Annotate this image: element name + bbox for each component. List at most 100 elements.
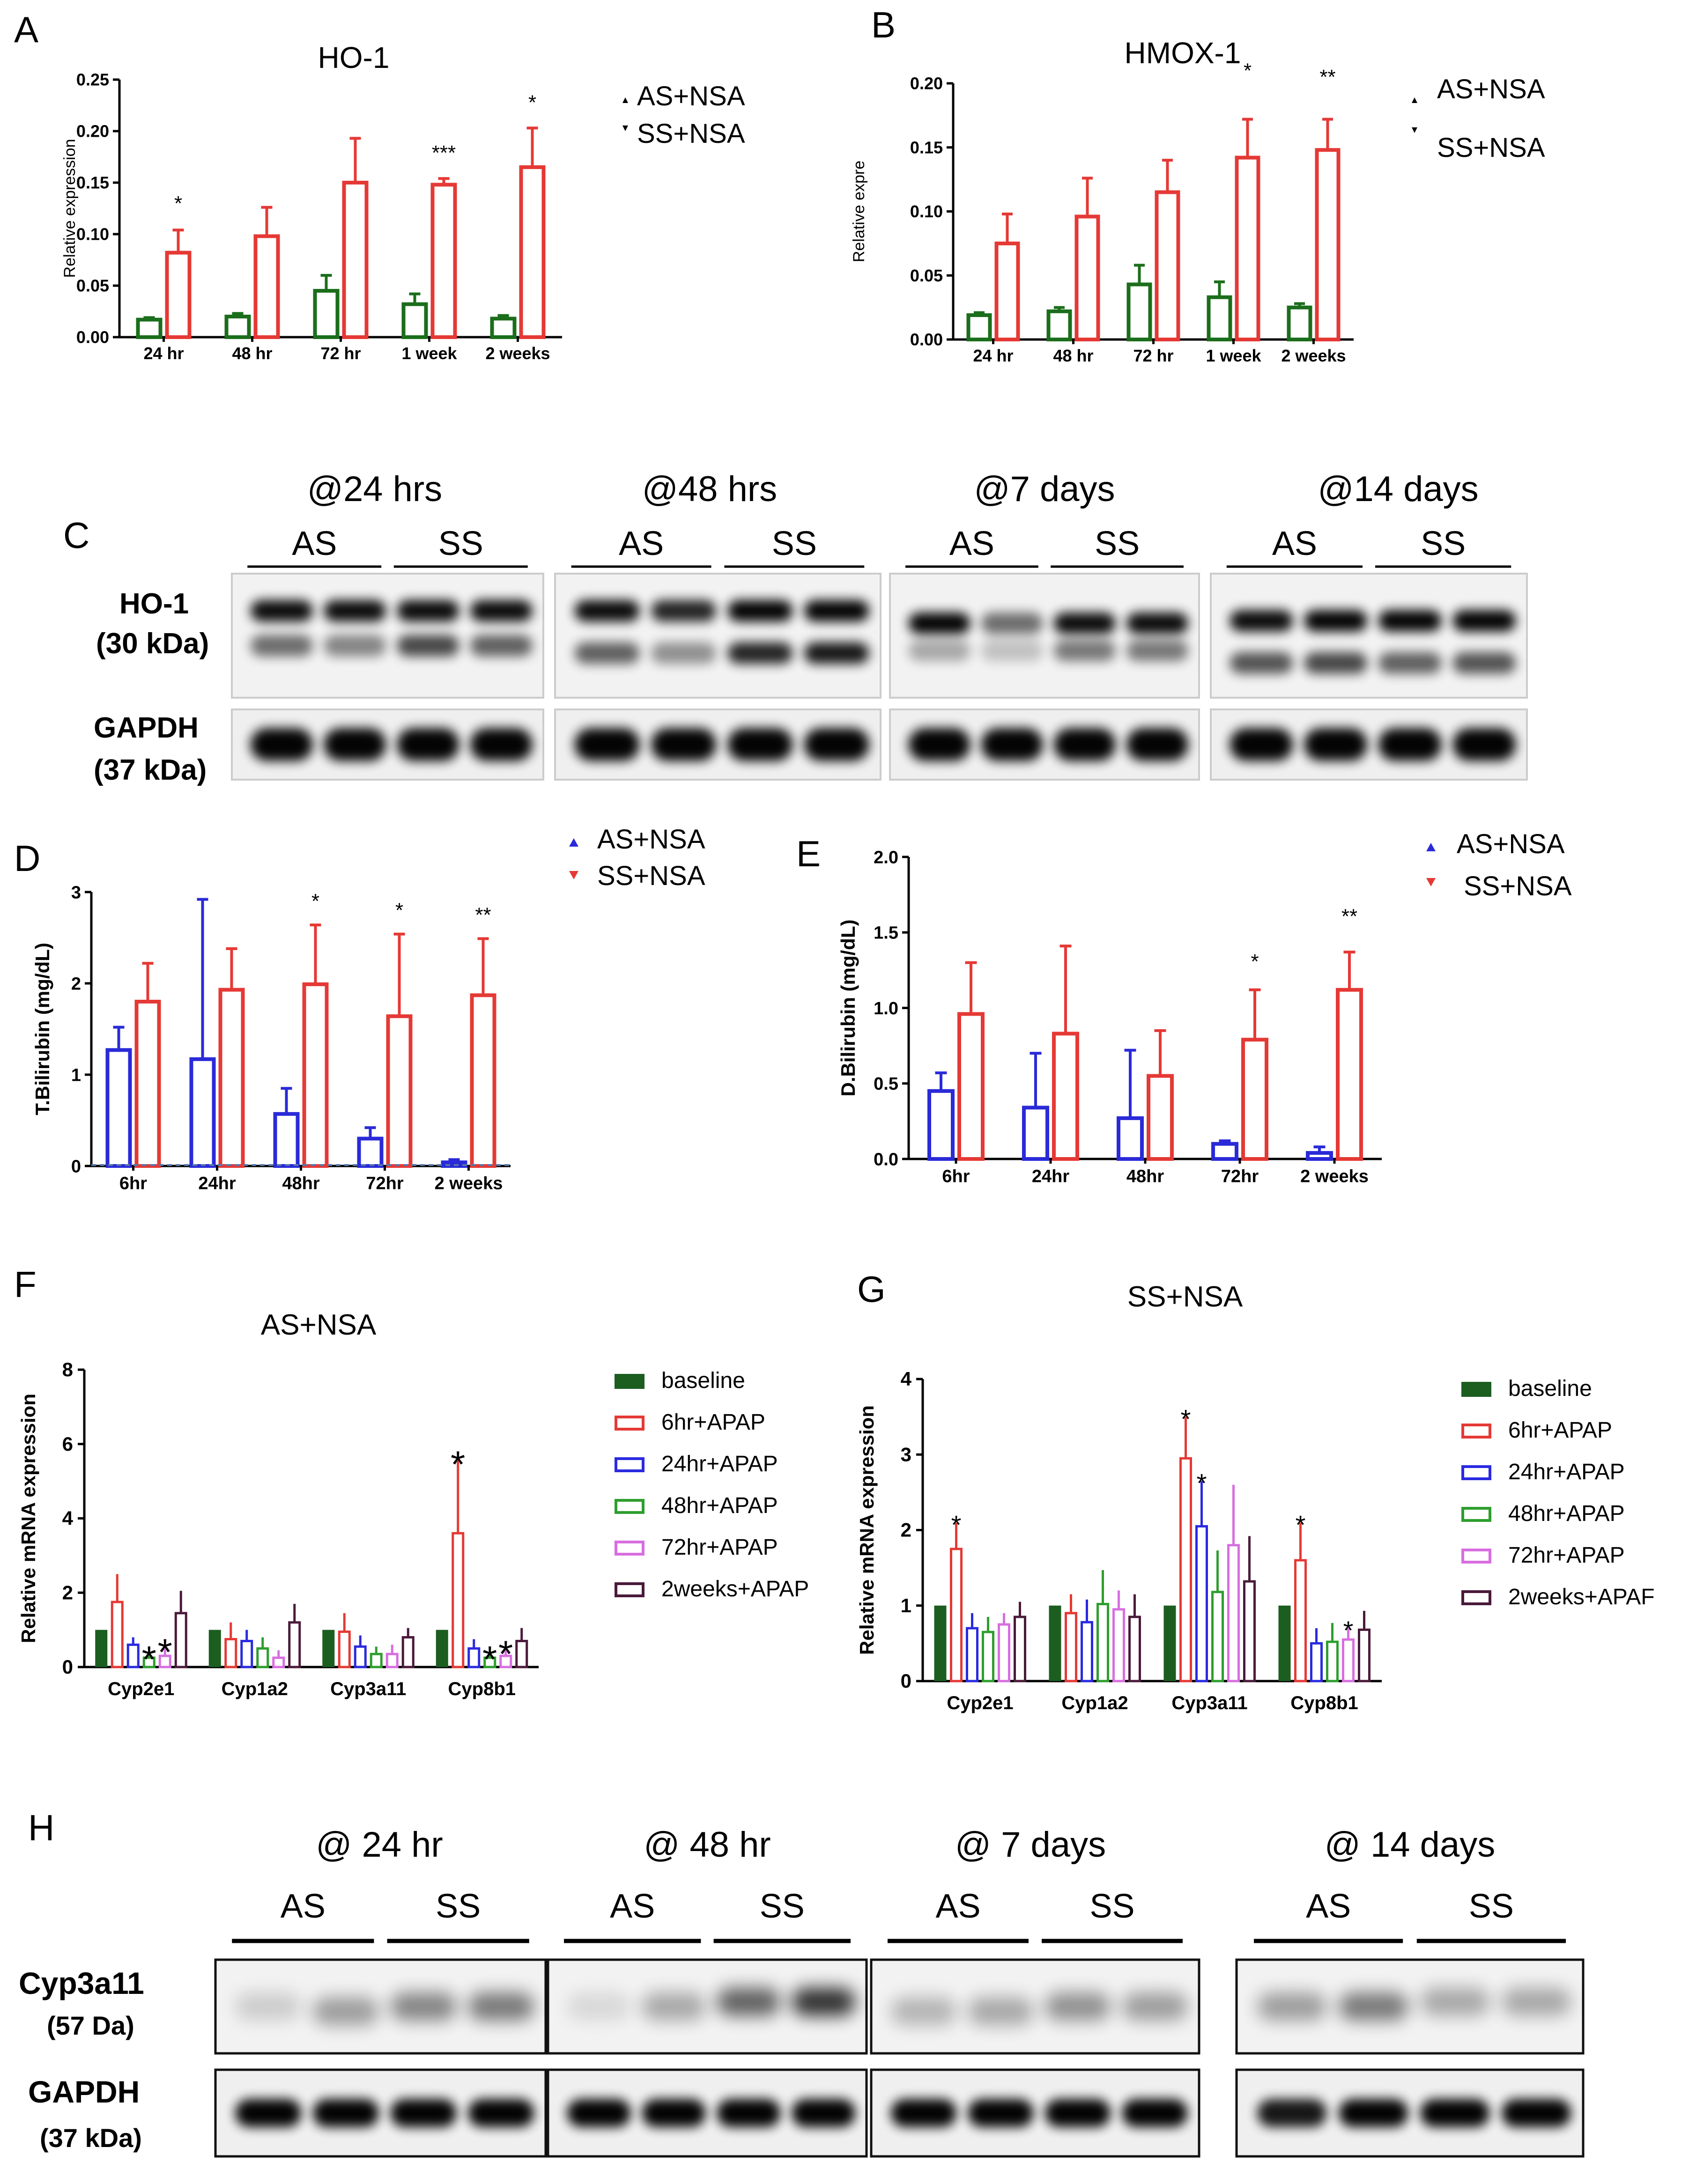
legend-b-ss-marker (1412, 127, 1417, 133)
x-tick-label: Cyp1a2 (222, 1679, 288, 1699)
protein-band (1045, 2099, 1111, 2127)
y-tick-label: 0.00 (910, 330, 943, 349)
y-tick-label: 8 (62, 1358, 73, 1380)
legend-label: 2weeks+APAF (1508, 1585, 1655, 1609)
bar (370, 1653, 383, 1668)
y-tick-label: 0.15 (910, 138, 943, 157)
blot-c-row2-kda: (37 kDa) (94, 754, 207, 786)
bar (490, 317, 517, 339)
protein-band (1502, 1988, 1571, 2016)
panel-label-g: G (857, 1269, 886, 1310)
y-axis-label: T.Bilirubin (mg/dL) (31, 943, 53, 1115)
significance-star: * (1197, 1468, 1207, 1498)
x-tick-label: 48 hr (1053, 346, 1093, 365)
protein-band (1230, 652, 1293, 674)
protein-band (642, 1992, 706, 2021)
bar (927, 1089, 955, 1161)
bar (1049, 1605, 1061, 1681)
protein-band (1452, 728, 1516, 761)
bar (1306, 1151, 1333, 1161)
significance-star: * (158, 1631, 172, 1673)
protein-band (727, 642, 793, 664)
protein-band (390, 2099, 457, 2127)
y-tick-label: 0.15 (76, 173, 109, 192)
protein-band (470, 635, 533, 657)
bar (338, 1631, 351, 1668)
bar (1326, 1640, 1339, 1682)
bar (950, 1548, 963, 1682)
bar (401, 302, 428, 339)
protein-band (1378, 652, 1442, 674)
significance-star: * (395, 899, 403, 922)
bar (1358, 1628, 1370, 1682)
bar (385, 1653, 399, 1668)
y-tick-label: 4 (901, 1368, 912, 1390)
bar (1147, 1074, 1174, 1161)
protein-band (1126, 728, 1188, 761)
protein-band (792, 1988, 856, 2016)
y-tick-label: 6 (62, 1433, 73, 1455)
y-tick-label: 0.00 (76, 328, 109, 347)
bar (288, 1621, 301, 1668)
y-axis-label: Relative mRNA expression (17, 1394, 39, 1643)
bar (322, 1630, 335, 1667)
y-tick-label: 4 (62, 1507, 74, 1529)
bar (1336, 988, 1363, 1161)
protein-band (651, 642, 717, 664)
protein-band (908, 612, 970, 634)
bar (218, 988, 245, 1168)
blot-h-row1-kda: (57 Da) (47, 2011, 134, 2040)
y-tick-label: 0.5 (874, 1074, 898, 1094)
panel-label-a: A (14, 9, 38, 50)
bar (1315, 148, 1341, 341)
significance-star: * (498, 1633, 513, 1675)
bar (302, 982, 329, 1168)
protein-band (1339, 2099, 1408, 2127)
bar (1227, 1544, 1240, 1682)
y-tick-label: 0.10 (76, 225, 109, 244)
y-tick-label: 0 (71, 1157, 81, 1176)
panel-label-b: B (871, 4, 896, 45)
bar (253, 234, 280, 339)
panel-label-d: D (14, 838, 40, 879)
chart-title: HO-1 (318, 41, 390, 74)
protein-band (567, 1992, 631, 2021)
protein-band (574, 642, 640, 664)
y-tick-label: 2 (62, 1581, 73, 1603)
legend-swatch (1461, 1424, 1491, 1439)
bar (430, 183, 457, 339)
bar (994, 241, 1020, 341)
blot-c-row2-label: GAPDH (94, 712, 199, 744)
protein-band (1053, 612, 1116, 634)
y-tick-label: 0.05 (910, 266, 943, 285)
protein-band (1420, 1988, 1490, 2016)
protein-band (312, 1997, 379, 2025)
legend-g: baseline 6hr+APAP 24hr+APAP 48hr+APAP 72hr+A… (1461, 1376, 1655, 1609)
bar (436, 1630, 448, 1667)
protein-band (468, 2099, 534, 2127)
y-tick-label: 2.0 (874, 848, 898, 867)
blot-membrane (1210, 573, 1528, 699)
protein-band (1304, 610, 1368, 632)
bar (105, 1048, 132, 1168)
bar (1128, 1616, 1141, 1682)
protein-band (1230, 728, 1293, 761)
significance-star: * (451, 1444, 465, 1485)
x-tick-label: 72hr (1221, 1166, 1259, 1186)
bar (1310, 1642, 1323, 1682)
bar (240, 1639, 253, 1668)
bar (126, 1643, 140, 1668)
legend-label: baseline (1508, 1376, 1592, 1401)
y-tick-label: 3 (901, 1443, 911, 1465)
chart-a-ho1: 0.00 0.05 0.10 0.15 0.20 0.25 Relative express… (61, 41, 562, 363)
blot-timepoint: @48 hrs (642, 469, 777, 509)
y-tick-label: 1.5 (874, 923, 898, 943)
group-label: SS (760, 1888, 805, 1925)
protein-band (792, 2099, 856, 2127)
bar (1342, 1638, 1355, 1682)
significance-star: * (482, 1638, 497, 1680)
legend-a-as-marker (622, 97, 628, 103)
x-tick-label: 48hr (1126, 1166, 1164, 1186)
y-tick-label: 1 (901, 1594, 911, 1616)
protein-band (1378, 610, 1442, 632)
